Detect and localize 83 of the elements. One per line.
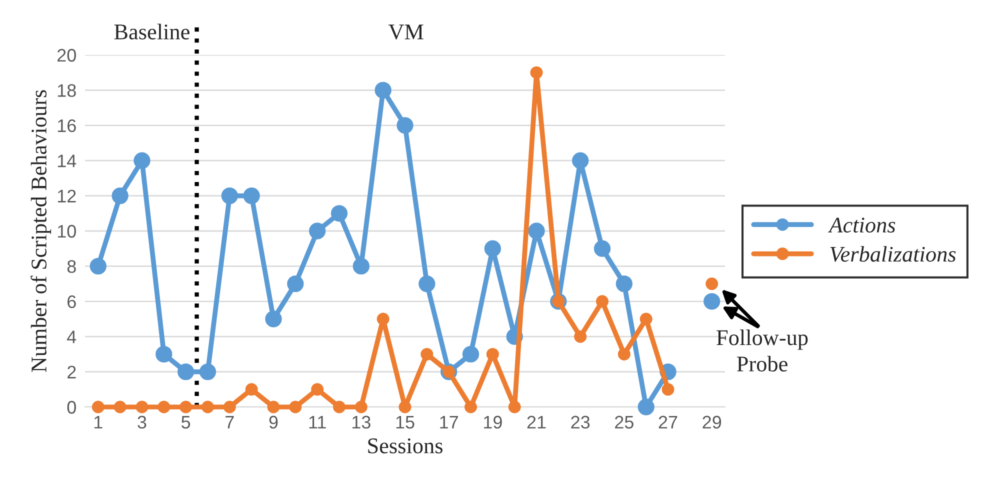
x-axis-title: Sessions xyxy=(368,438,442,454)
point xyxy=(484,240,502,257)
point xyxy=(706,278,718,290)
point xyxy=(396,117,414,134)
legend-label: Verbalizations xyxy=(830,246,956,262)
y-tick-label: 20 xyxy=(57,48,76,62)
text: VM xyxy=(388,24,424,40)
x-tick-label: 29 xyxy=(702,416,722,429)
x-tick-label: 23 xyxy=(571,416,590,429)
y-axis-title: Number of Scripted Behaviours xyxy=(30,90,52,372)
point xyxy=(90,258,106,275)
point xyxy=(376,312,390,326)
point xyxy=(420,348,434,360)
point xyxy=(158,400,170,414)
point xyxy=(114,400,126,414)
x-tick-label: 5 xyxy=(182,416,190,429)
point xyxy=(201,400,214,414)
point xyxy=(308,222,326,240)
point xyxy=(134,152,150,169)
point xyxy=(287,275,304,292)
point xyxy=(92,400,104,414)
point xyxy=(332,400,346,414)
point xyxy=(289,400,302,414)
point xyxy=(330,205,348,222)
y-tick-label: 14 xyxy=(58,154,76,168)
point xyxy=(223,400,236,414)
annotation: Follow-up Probe xyxy=(716,330,808,372)
y-tick-label: 4 xyxy=(67,330,76,344)
x-tick-label: 7 xyxy=(226,416,234,428)
point xyxy=(704,293,720,310)
x-tick-label: 11 xyxy=(309,416,326,428)
point xyxy=(662,383,674,396)
x-tick-label: 27 xyxy=(658,416,678,428)
y-tick-label: 18 xyxy=(58,84,76,97)
x-tick-label: 9 xyxy=(269,416,278,429)
point xyxy=(243,187,260,204)
y-tick-label: 12 xyxy=(58,190,76,202)
point xyxy=(572,152,589,169)
point xyxy=(640,312,652,326)
y-tick-label: 0 xyxy=(67,400,76,414)
point xyxy=(177,363,194,380)
point xyxy=(245,383,258,396)
x-tick-label: 13 xyxy=(352,416,370,429)
text: Baseline xyxy=(114,24,190,40)
point xyxy=(265,310,282,328)
point xyxy=(398,400,412,414)
point xyxy=(508,400,521,414)
point xyxy=(352,258,370,275)
x-tick-label: 21 xyxy=(527,416,546,428)
point xyxy=(528,222,545,240)
y-tick-label: 10 xyxy=(58,224,76,238)
y-tick-label: 2 xyxy=(68,366,76,378)
x-tick-label: 1 xyxy=(94,416,102,428)
point xyxy=(594,240,611,257)
point xyxy=(267,400,280,414)
point xyxy=(530,66,543,79)
point xyxy=(596,295,609,308)
x-tick-label: 17 xyxy=(440,416,458,428)
point xyxy=(462,346,480,363)
point xyxy=(374,82,392,99)
point xyxy=(574,330,587,343)
point xyxy=(618,348,630,360)
legend-label: Actions xyxy=(828,218,896,233)
point xyxy=(486,348,499,360)
y-tick-label: 16 xyxy=(58,119,76,132)
y-tick-label: 6 xyxy=(68,295,76,308)
point xyxy=(638,398,654,416)
y-tick-label: 8 xyxy=(67,260,76,273)
point xyxy=(112,187,128,204)
x-tick-label: 25 xyxy=(615,416,634,429)
point xyxy=(311,383,324,396)
point xyxy=(616,275,633,292)
x-tick-label: 19 xyxy=(484,416,502,429)
point xyxy=(136,400,148,414)
point xyxy=(418,275,436,292)
point xyxy=(464,400,478,414)
point xyxy=(180,400,192,414)
x-tick-label: 15 xyxy=(396,416,414,429)
point xyxy=(156,346,172,363)
x-tick-label: 3 xyxy=(138,416,146,429)
point xyxy=(199,363,216,380)
point xyxy=(221,187,238,204)
point xyxy=(354,400,368,414)
